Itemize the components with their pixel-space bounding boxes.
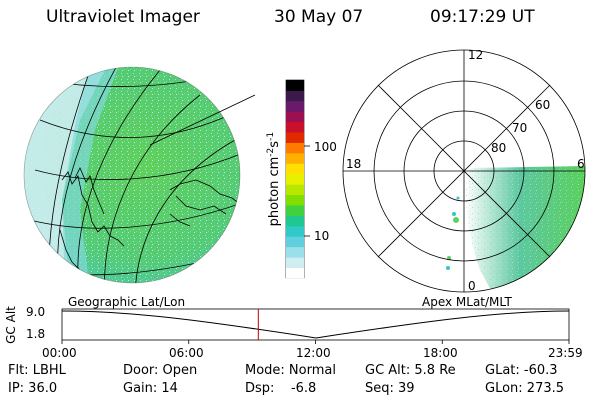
right-panel-label: Apex MLat/MLT <box>422 295 512 309</box>
colorbar-segment <box>286 246 304 258</box>
xtick-0000: 00:00 <box>42 346 77 360</box>
status-seq: Seq: 39 <box>365 381 415 396</box>
colorbar-segment <box>286 90 304 102</box>
status-filter: Flt: LBHL <box>8 363 66 378</box>
colorbar-segment <box>286 142 304 154</box>
left-panel-label: Geographic Lat/Lon <box>68 295 186 309</box>
lat-label-70: 70 <box>512 121 528 135</box>
status-ip: IP: 36.0 <box>8 381 58 396</box>
colorbar-segment <box>286 111 304 123</box>
status-gc-alt: GC Alt: 5.8 Re <box>365 363 456 378</box>
lat-label-80: 80 <box>491 141 507 155</box>
colorbar-segment <box>286 132 304 143</box>
colorbar-unit-label: photon cm-2s-1 <box>265 131 283 227</box>
colorbar-label-10: 10 <box>314 229 330 243</box>
colorbar-segment <box>286 236 304 248</box>
colorbar-segment <box>286 225 304 237</box>
colorbar-segment <box>286 257 304 268</box>
colorbar-segment <box>286 267 304 279</box>
colorbar-label-100: 100 <box>314 140 337 154</box>
colorbar-segment <box>286 100 304 112</box>
colorbar-segment <box>286 173 304 185</box>
colorbar-segment <box>286 215 304 227</box>
mlt-label-0: 0 <box>468 279 476 293</box>
status-door: Door: Open <box>123 363 198 378</box>
colorbar-segment <box>286 163 304 175</box>
status-gain: Gain: 14 <box>123 381 178 396</box>
altitude-ylabel: GC Alt <box>4 306 18 344</box>
geographic-image <box>23 66 256 284</box>
colorbar-segment <box>286 194 304 206</box>
instrument-title: Ultraviolet Imager <box>46 7 200 27</box>
xtick-2359: 23:59 <box>548 346 583 360</box>
altitude-plot-frame <box>61 308 570 341</box>
xtick-1800: 18:00 <box>423 346 458 360</box>
colorbar-segment <box>286 205 304 216</box>
colorbar-segment <box>286 121 304 133</box>
mlt-label-6: 6 <box>577 157 585 171</box>
altitude-plot <box>61 308 570 344</box>
colorbar-segment <box>286 152 304 164</box>
altitude-curve <box>61 310 570 339</box>
status-glon: GLon: 273.5 <box>485 381 565 396</box>
colorbar-segment <box>286 184 304 196</box>
colorbar-segment <box>286 80 304 91</box>
mlt-label-12: 12 <box>468 48 484 62</box>
status-glat: GLat: -60.3 <box>485 363 558 378</box>
polar-plot <box>342 49 586 293</box>
polar-diag-2 <box>377 84 551 258</box>
observation-date: 30 May 07 <box>274 7 364 27</box>
colorbar <box>285 79 310 279</box>
observation-time: 09:17:29 UT <box>430 7 535 27</box>
xtick-0600: 06:00 <box>169 346 204 360</box>
status-mode: Mode: Normal <box>245 363 336 378</box>
altitude-ytick-bottom: 1.8 <box>26 327 46 341</box>
xtick-1200: 12:00 <box>296 346 331 360</box>
mlt-label-18: 18 <box>346 157 362 171</box>
status-dsp: Dsp: -6.8 <box>245 381 317 396</box>
lat-label-60: 60 <box>535 98 551 112</box>
altitude-ytick-top: 9.0 <box>26 305 46 319</box>
